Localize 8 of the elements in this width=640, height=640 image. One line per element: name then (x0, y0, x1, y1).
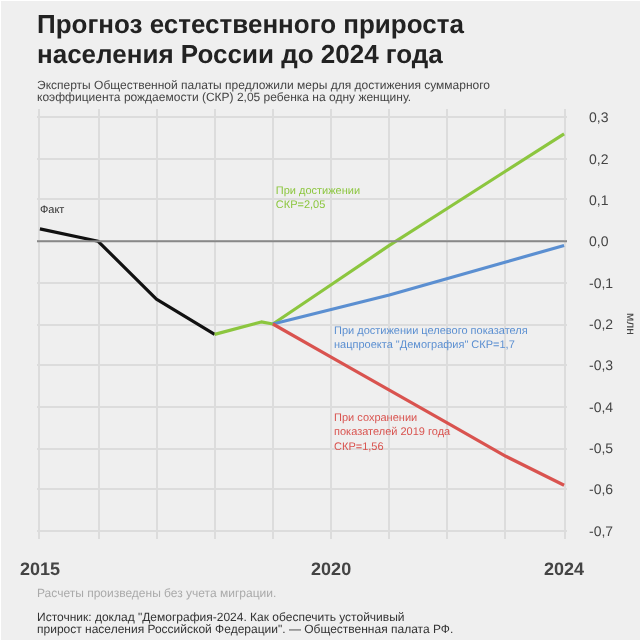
chart-title: Прогноз естественного прироста населения России до 2024 года (37, 9, 466, 69)
line-series (271, 322, 566, 487)
line-series (38, 227, 217, 336)
line-series (271, 243, 566, 326)
x-tick-label: 2015 (19, 559, 60, 579)
x-tick-label: 2020 (311, 559, 352, 579)
x-tick-label: 2024 (544, 559, 585, 579)
line-series (213, 132, 566, 336)
